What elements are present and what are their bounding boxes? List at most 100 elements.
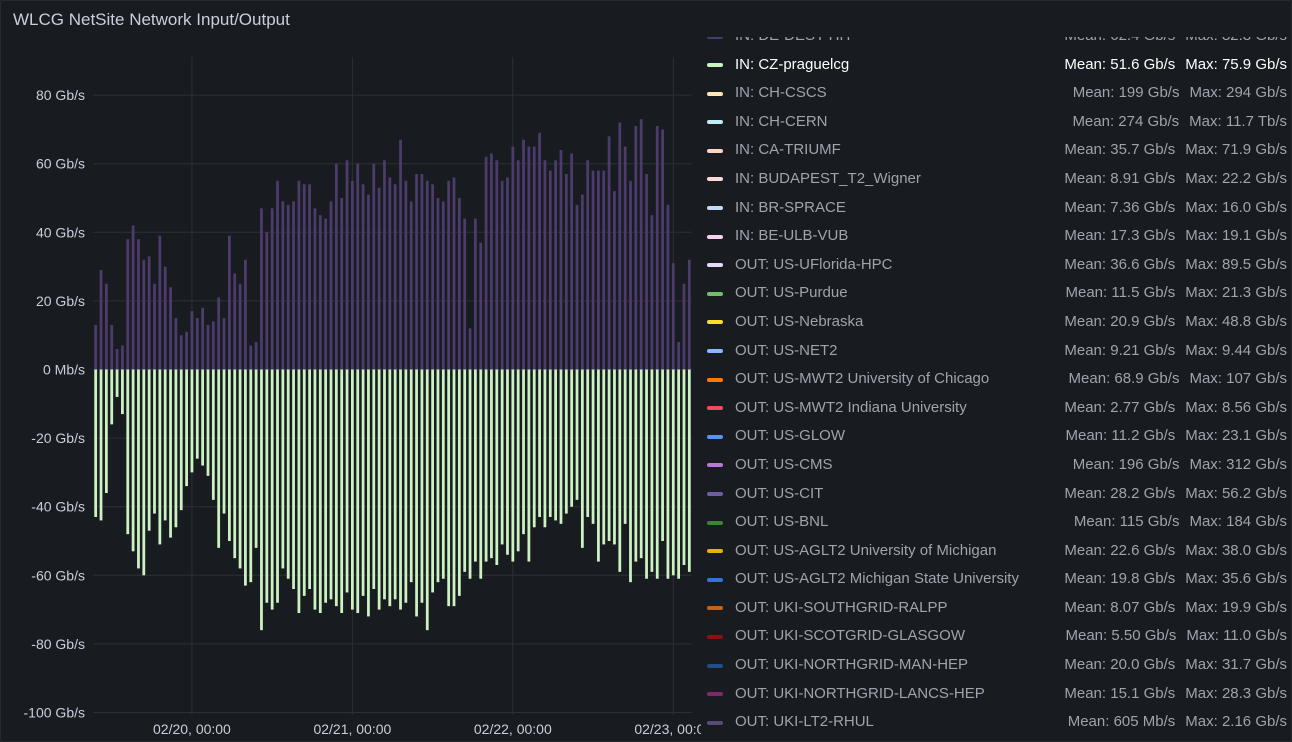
in-bar[interactable] bbox=[666, 204, 670, 370]
in-bar[interactable] bbox=[137, 239, 140, 370]
out-bar[interactable] bbox=[367, 369, 370, 617]
out-bar[interactable] bbox=[548, 369, 552, 517]
in-bar[interactable] bbox=[356, 163, 360, 370]
out-bar[interactable] bbox=[121, 369, 124, 415]
in-bar[interactable] bbox=[436, 198, 440, 370]
legend-item[interactable]: IN: CH-CSCS Mean: 199 Gb/s Max: 294 Gb/s bbox=[701, 79, 1291, 108]
in-bar[interactable] bbox=[597, 170, 600, 370]
out-bar[interactable] bbox=[345, 369, 349, 593]
out-bar[interactable] bbox=[490, 369, 493, 559]
out-bar[interactable] bbox=[538, 369, 541, 517]
out-bar[interactable] bbox=[179, 369, 183, 511]
in-bar[interactable] bbox=[276, 180, 279, 370]
in-bar[interactable] bbox=[292, 201, 295, 370]
out-bar[interactable] bbox=[564, 369, 568, 514]
legend-item[interactable]: IN: CZ-praguelcg Mean: 51.6 Gb/s Max: 75.9… bbox=[701, 51, 1291, 80]
out-bar[interactable] bbox=[506, 369, 509, 555]
legend-item[interactable]: OUT: US-Nebraska Mean: 20.9 Gb/s Max: 48.8… bbox=[701, 308, 1291, 337]
in-bar[interactable] bbox=[345, 160, 349, 370]
out-bar[interactable] bbox=[666, 369, 670, 579]
in-bar[interactable] bbox=[645, 173, 648, 370]
in-bar[interactable] bbox=[185, 331, 188, 370]
in-bar[interactable] bbox=[153, 283, 156, 370]
in-bar[interactable] bbox=[286, 204, 290, 370]
in-bar[interactable] bbox=[575, 204, 579, 370]
in-bar[interactable] bbox=[104, 283, 108, 370]
in-bar[interactable] bbox=[463, 218, 467, 370]
out-bar[interactable] bbox=[457, 369, 461, 596]
out-bar[interactable] bbox=[682, 369, 686, 566]
in-bar[interactable] bbox=[570, 153, 574, 370]
out-bar[interactable] bbox=[677, 369, 681, 579]
out-bar[interactable] bbox=[131, 369, 135, 552]
in-bar[interactable] bbox=[591, 170, 595, 370]
out-bar[interactable] bbox=[244, 369, 247, 586]
in-bar[interactable] bbox=[586, 160, 590, 370]
in-bar[interactable] bbox=[244, 259, 247, 370]
in-bar[interactable] bbox=[409, 201, 413, 370]
out-bar[interactable] bbox=[655, 369, 659, 579]
out-bar[interactable] bbox=[463, 369, 467, 572]
in-bar[interactable] bbox=[447, 180, 451, 370]
in-bar[interactable] bbox=[441, 201, 445, 370]
out-bar[interactable] bbox=[687, 369, 691, 572]
in-bar[interactable] bbox=[687, 259, 691, 370]
in-bar[interactable] bbox=[340, 198, 344, 370]
in-bar[interactable] bbox=[484, 156, 488, 370]
out-bar[interactable] bbox=[281, 369, 285, 569]
in-bar[interactable] bbox=[265, 232, 269, 370]
legend-item[interactable]: OUT: US-GLOW Mean: 11.2 Gb/s Max: 23.1 Gb/… bbox=[701, 422, 1291, 451]
out-bar[interactable] bbox=[522, 369, 525, 535]
in-bar[interactable] bbox=[506, 177, 509, 370]
legend-item[interactable]: OUT: US-UFlorida-HPC Mean: 36.6 Gb/s Max: … bbox=[701, 251, 1291, 280]
in-bar[interactable] bbox=[650, 215, 654, 370]
out-bar[interactable] bbox=[372, 369, 376, 590]
in-bar[interactable] bbox=[227, 235, 231, 370]
legend-item[interactable]: IN: BUDAPEST_T2_Wigner Mean: 8.91 Gb/s Max… bbox=[701, 165, 1291, 194]
legend-item[interactable]: OUT: US-AGLT2 Michigan State University M… bbox=[701, 565, 1291, 594]
out-bar[interactable] bbox=[527, 369, 531, 562]
out-bar[interactable] bbox=[211, 369, 215, 500]
out-bar[interactable] bbox=[115, 369, 119, 397]
in-bar[interactable] bbox=[677, 342, 681, 370]
in-bar[interactable] bbox=[334, 163, 338, 370]
out-bar[interactable] bbox=[174, 369, 178, 528]
out-bar[interactable] bbox=[153, 369, 156, 514]
in-bar[interactable] bbox=[388, 177, 392, 370]
legend-item[interactable]: IN: BE-ULB-VUB Mean: 17.3 Gb/s Max: 19.1 G… bbox=[701, 222, 1291, 251]
in-bar[interactable] bbox=[361, 184, 365, 370]
in-bar[interactable] bbox=[201, 307, 205, 370]
in-bar[interactable] bbox=[554, 160, 558, 370]
out-bar[interactable] bbox=[233, 369, 237, 559]
in-bar[interactable] bbox=[163, 266, 167, 370]
out-bar[interactable] bbox=[158, 369, 162, 545]
in-bar[interactable] bbox=[260, 208, 263, 370]
out-bar[interactable] bbox=[516, 369, 520, 552]
in-bar[interactable] bbox=[302, 184, 306, 370]
legend-item[interactable]: OUT: US-CIT Mean: 28.2 Gb/s Max: 56.2 Gb/s bbox=[701, 480, 1291, 509]
out-bar[interactable] bbox=[318, 369, 322, 614]
out-bar[interactable] bbox=[479, 369, 483, 579]
in-bar[interactable] bbox=[206, 324, 210, 370]
out-bar[interactable] bbox=[393, 369, 397, 600]
legend-item[interactable]: IN: DE-DESY-HH Mean: 62.4 Gb/s Max: 82.8 G… bbox=[701, 37, 1291, 51]
in-bar[interactable] bbox=[313, 208, 317, 370]
out-bar[interactable] bbox=[163, 369, 167, 521]
in-bar[interactable] bbox=[270, 208, 274, 370]
in-bar[interactable] bbox=[147, 256, 151, 370]
in-bar[interactable] bbox=[479, 242, 483, 370]
out-bar[interactable] bbox=[425, 369, 429, 631]
in-bar[interactable] bbox=[516, 160, 520, 370]
in-bar[interactable] bbox=[607, 136, 611, 370]
in-bar[interactable] bbox=[522, 139, 525, 370]
in-bar[interactable] bbox=[94, 324, 98, 370]
out-bar[interactable] bbox=[142, 369, 146, 576]
in-bar[interactable] bbox=[661, 129, 664, 370]
out-bar[interactable] bbox=[254, 369, 258, 548]
out-bar[interactable] bbox=[468, 369, 472, 579]
in-bar[interactable] bbox=[126, 239, 130, 370]
out-bar[interactable] bbox=[597, 369, 600, 562]
legend-item[interactable]: OUT: UKI-SCOTGRID-GLASGOW Mean: 5.50 Gb/s… bbox=[701, 622, 1291, 651]
out-bar[interactable] bbox=[650, 369, 654, 572]
out-bar[interactable] bbox=[602, 369, 606, 545]
